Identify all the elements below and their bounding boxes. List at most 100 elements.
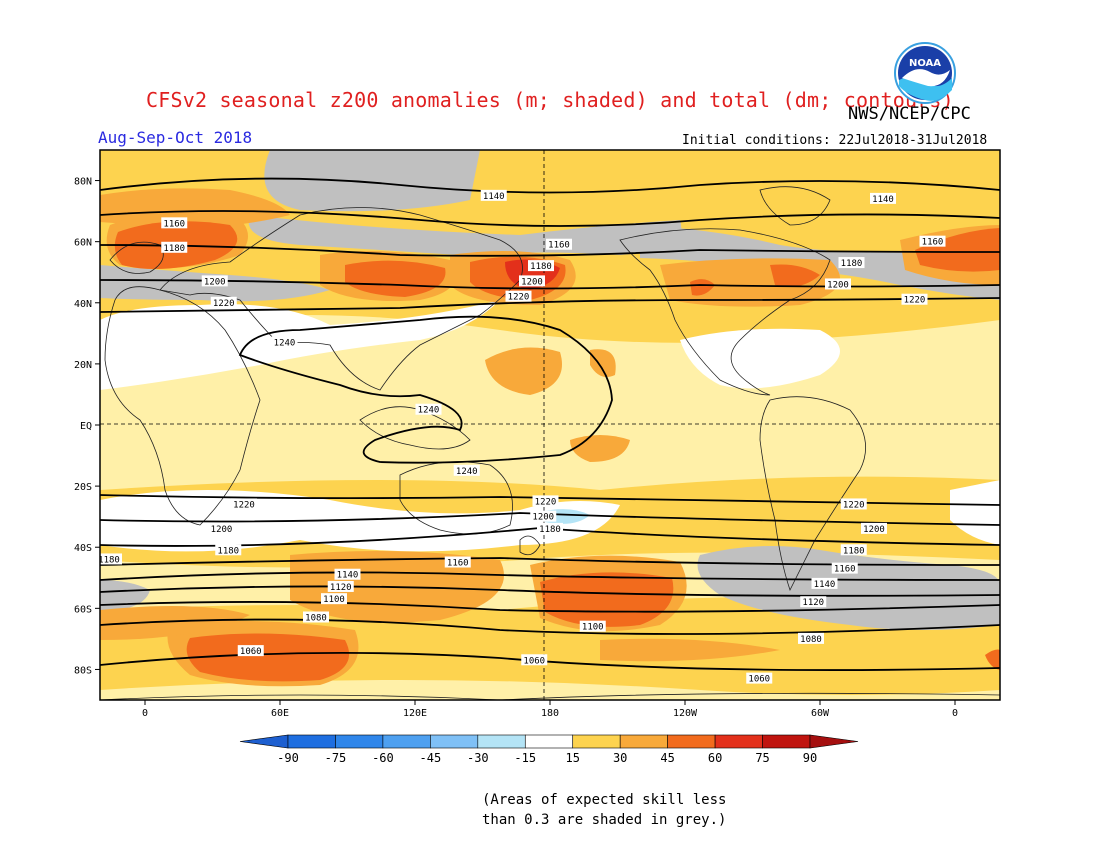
contour-1120-south <box>100 585 1000 597</box>
contour-label-bg <box>530 510 557 522</box>
contour-label-bg <box>334 568 361 580</box>
lat-tick-label: 40S <box>74 543 92 554</box>
contour-label-bg <box>480 189 507 201</box>
contour-label: 1180 <box>163 244 185 254</box>
contour-1160-north <box>100 210 1000 227</box>
contour-label: 1120 <box>802 598 824 608</box>
colorbar-label: -15 <box>514 751 536 765</box>
contour-label: 1140 <box>872 195 894 205</box>
contour-label: 1220 <box>213 299 235 309</box>
contour-1160-south <box>100 557 1000 566</box>
longitude-ticks: 0 60E 120E 180 120W 60W 0 <box>142 700 958 719</box>
low-skill-arctic <box>264 150 480 212</box>
contour-label: 1160 <box>163 219 185 229</box>
colorbar: -90 -75 -60 -45 -30 -15 15 30 45 60 75 90 <box>239 734 859 765</box>
anomaly-red-south-pacific <box>540 572 674 627</box>
contour-label: 1220 <box>904 296 926 306</box>
contour-label-bg <box>811 577 838 589</box>
contour-label: 1100 <box>323 595 345 605</box>
lat-tick-label: 80S <box>74 665 92 676</box>
contour-label-bg <box>519 275 545 287</box>
contour-1220-south <box>100 494 1000 506</box>
contour-label-bg <box>210 296 237 308</box>
contour-label-bg <box>271 336 298 348</box>
lon-tick-label: 120W <box>673 708 698 719</box>
colorbar-segment <box>619 734 668 749</box>
contour-label: 1060 <box>523 656 545 666</box>
anomaly-red-canada-east <box>770 264 820 288</box>
contour-label-bg <box>800 596 827 608</box>
contour-1180-north <box>100 244 1000 257</box>
contour-label-bg <box>825 278 851 290</box>
africa-coastline <box>104 286 261 526</box>
contour-label-bg <box>453 464 480 476</box>
map-plot-area: 1140 1160 1180 1200 1220 1240 1140 1160 1180 1200… <box>98 150 1000 700</box>
colorbar-segment <box>287 734 336 749</box>
colorbar-label: 45 <box>660 751 674 765</box>
contour-label-bg <box>840 498 867 510</box>
contour-label: 1180 <box>98 555 120 565</box>
north-america-coastline <box>619 228 831 396</box>
colorbar-segment <box>572 734 621 749</box>
anomaly-orange-antarctic-atlantic <box>100 606 250 640</box>
contour-label-bg <box>201 275 228 287</box>
contour-label: 1060 <box>240 647 262 657</box>
contour-label-bg <box>415 403 442 415</box>
svg-text:NOAA: NOAA <box>909 58 941 69</box>
contour-label-bg <box>303 611 329 623</box>
contour-label-bg <box>861 522 887 534</box>
contour-label: 1120 <box>330 583 352 593</box>
contour-1140-north <box>100 177 1000 194</box>
contour-label: 1140 <box>814 580 836 590</box>
anomaly-red-east-edge <box>985 649 1000 670</box>
contour-label: 1180 <box>539 525 561 535</box>
contour-label-bg <box>215 544 242 556</box>
colorbar-segment <box>477 734 526 749</box>
new-zealand-coastline <box>519 535 541 556</box>
contour-label-bg <box>919 235 946 247</box>
contour-label: 1200 <box>532 513 554 523</box>
lat-tick-label: 60S <box>74 604 92 615</box>
contour-label-bg <box>798 632 824 644</box>
anomaly-orange-tropical-pacific <box>485 347 562 395</box>
contour-label-bg <box>901 293 928 305</box>
initial-conditions-label: Initial conditions: 22Jul2018-31Jul2018 <box>682 133 988 148</box>
south-america-coastline <box>759 396 866 592</box>
contour-label-bg <box>505 290 532 302</box>
agency-label: NWS/NCEP/CPC <box>848 104 971 124</box>
contour-1240-tropics <box>238 315 613 464</box>
colorbar-label: -75 <box>325 751 347 765</box>
contour-label-bg <box>840 544 867 556</box>
anomaly-red-antarctic-indian <box>186 633 350 682</box>
contour-1100-south <box>100 601 1000 613</box>
colorbar-segment <box>667 734 716 749</box>
colorbar-label: 15 <box>566 751 580 765</box>
low-skill-siberia <box>248 215 682 255</box>
colorbar-segment <box>762 734 811 749</box>
contour-label-bg <box>831 562 858 574</box>
contour-label: 1220 <box>535 497 557 507</box>
contour-label: 1200 <box>827 280 849 290</box>
lat-tick-label: 40N <box>74 299 92 310</box>
skill-footnote-line2: than 0.3 are shaded in grey.) <box>482 812 727 828</box>
colorbar-label: 60 <box>708 751 722 765</box>
contour-label: 1160 <box>834 565 856 575</box>
contour-label-bg <box>537 522 563 534</box>
colorbar-label: 30 <box>613 751 627 765</box>
anomaly-white-americas <box>680 328 840 389</box>
skill-footnote-line1: (Areas of expected skill less <box>482 792 727 808</box>
anomaly-orange-antarctic-pacific <box>600 638 780 662</box>
colorbar-label: -60 <box>372 751 394 765</box>
contour-label: 1160 <box>922 238 944 248</box>
contour-1060-south <box>100 651 1000 671</box>
lon-tick-label: 0 <box>142 708 148 719</box>
contour-label: 1240 <box>418 406 440 416</box>
contour-label: 1160 <box>548 241 570 251</box>
colorbar-segment <box>430 734 479 749</box>
contour-label-bg <box>546 238 572 250</box>
contour-label: 1180 <box>530 262 552 272</box>
contour-label: 1220 <box>508 293 530 303</box>
contour-label: 1060 <box>748 675 770 685</box>
anomaly-orange-tropical-pacific-2 <box>590 349 616 378</box>
